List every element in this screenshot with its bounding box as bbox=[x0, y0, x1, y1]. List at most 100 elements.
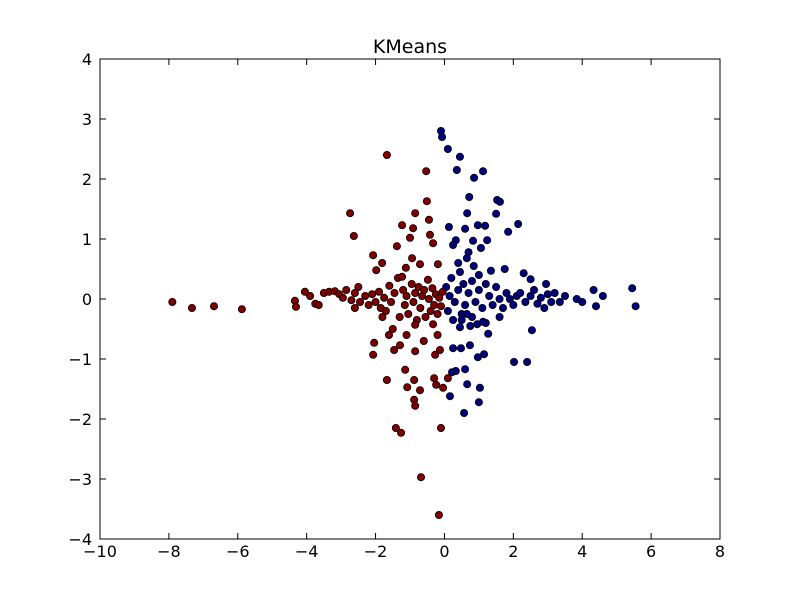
point bbox=[510, 357, 519, 366]
point bbox=[526, 291, 535, 300]
point bbox=[434, 510, 443, 519]
point bbox=[398, 221, 407, 230]
point bbox=[485, 291, 494, 300]
point bbox=[424, 215, 433, 224]
point bbox=[356, 297, 365, 306]
point bbox=[436, 423, 445, 432]
point bbox=[442, 282, 451, 291]
point bbox=[505, 294, 514, 303]
point bbox=[631, 302, 640, 311]
point bbox=[455, 323, 464, 332]
point bbox=[410, 375, 419, 384]
x-tick-label: −2 bbox=[364, 542, 388, 561]
point bbox=[415, 260, 424, 269]
point bbox=[469, 236, 478, 245]
point bbox=[433, 330, 442, 339]
point bbox=[481, 279, 490, 288]
point bbox=[411, 347, 420, 356]
point bbox=[598, 291, 607, 300]
point bbox=[455, 267, 464, 276]
point bbox=[404, 309, 413, 318]
point bbox=[452, 165, 461, 174]
point bbox=[473, 221, 482, 230]
point bbox=[461, 365, 470, 374]
point bbox=[409, 297, 418, 306]
point bbox=[454, 258, 463, 267]
point bbox=[488, 300, 497, 309]
point bbox=[210, 302, 219, 311]
point bbox=[411, 288, 420, 297]
point bbox=[417, 473, 426, 482]
point bbox=[403, 383, 412, 392]
point bbox=[476, 243, 485, 252]
point bbox=[457, 315, 466, 324]
point bbox=[391, 423, 400, 432]
point bbox=[484, 329, 493, 338]
point bbox=[443, 374, 452, 383]
point bbox=[492, 209, 501, 218]
point bbox=[470, 173, 479, 182]
point bbox=[409, 224, 418, 233]
point bbox=[438, 132, 447, 141]
point bbox=[436, 302, 445, 311]
point bbox=[419, 336, 428, 345]
point bbox=[530, 285, 539, 294]
point bbox=[475, 383, 484, 392]
point bbox=[461, 224, 470, 233]
x-tick-label: −6 bbox=[226, 542, 250, 561]
point bbox=[542, 279, 551, 288]
point bbox=[237, 305, 246, 314]
point bbox=[420, 285, 429, 294]
x-tick-label: 0 bbox=[439, 542, 449, 561]
point bbox=[435, 293, 444, 302]
point bbox=[480, 350, 489, 359]
point bbox=[411, 209, 420, 218]
point bbox=[460, 408, 469, 417]
point bbox=[382, 375, 391, 384]
point bbox=[397, 428, 406, 437]
point bbox=[463, 209, 472, 218]
point bbox=[459, 279, 468, 288]
point bbox=[445, 291, 454, 300]
point bbox=[464, 288, 473, 297]
point bbox=[346, 209, 355, 218]
point bbox=[430, 300, 439, 309]
point bbox=[561, 291, 570, 300]
point bbox=[364, 300, 373, 309]
point bbox=[385, 281, 394, 290]
point bbox=[342, 285, 351, 294]
point bbox=[592, 302, 601, 311]
point bbox=[449, 240, 458, 249]
point bbox=[395, 312, 404, 321]
y-tick-label: 4 bbox=[82, 50, 92, 69]
point bbox=[300, 287, 309, 296]
point bbox=[402, 291, 411, 300]
point bbox=[421, 312, 430, 321]
x-tick-label: 8 bbox=[715, 542, 725, 561]
y-tick-label: −4 bbox=[68, 530, 92, 549]
point bbox=[439, 383, 448, 392]
point bbox=[444, 222, 453, 231]
x-tick-label: 6 bbox=[646, 542, 656, 561]
point bbox=[443, 144, 452, 153]
point bbox=[448, 368, 457, 377]
point bbox=[369, 350, 378, 359]
point bbox=[509, 300, 518, 309]
point bbox=[500, 264, 509, 273]
point bbox=[469, 261, 478, 270]
point bbox=[450, 297, 459, 306]
point bbox=[407, 279, 416, 288]
point bbox=[492, 282, 501, 291]
point bbox=[314, 300, 323, 309]
point bbox=[433, 260, 442, 269]
point bbox=[429, 320, 438, 329]
point bbox=[350, 303, 359, 312]
x-tick-label: −8 bbox=[157, 542, 181, 561]
point bbox=[371, 297, 380, 306]
point bbox=[526, 275, 535, 284]
point bbox=[495, 294, 504, 303]
point bbox=[578, 297, 587, 306]
point bbox=[471, 297, 480, 306]
point bbox=[369, 251, 378, 260]
